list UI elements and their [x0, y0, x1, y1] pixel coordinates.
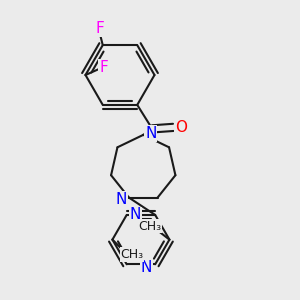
Text: F: F [95, 21, 104, 36]
Text: F: F [99, 60, 108, 75]
Text: N: N [130, 207, 141, 222]
Text: CH₃: CH₃ [120, 248, 143, 261]
Text: N: N [140, 260, 152, 275]
Text: N: N [145, 126, 156, 141]
Text: O: O [175, 120, 187, 135]
Text: N: N [116, 192, 127, 207]
Text: CH₃: CH₃ [138, 220, 161, 232]
